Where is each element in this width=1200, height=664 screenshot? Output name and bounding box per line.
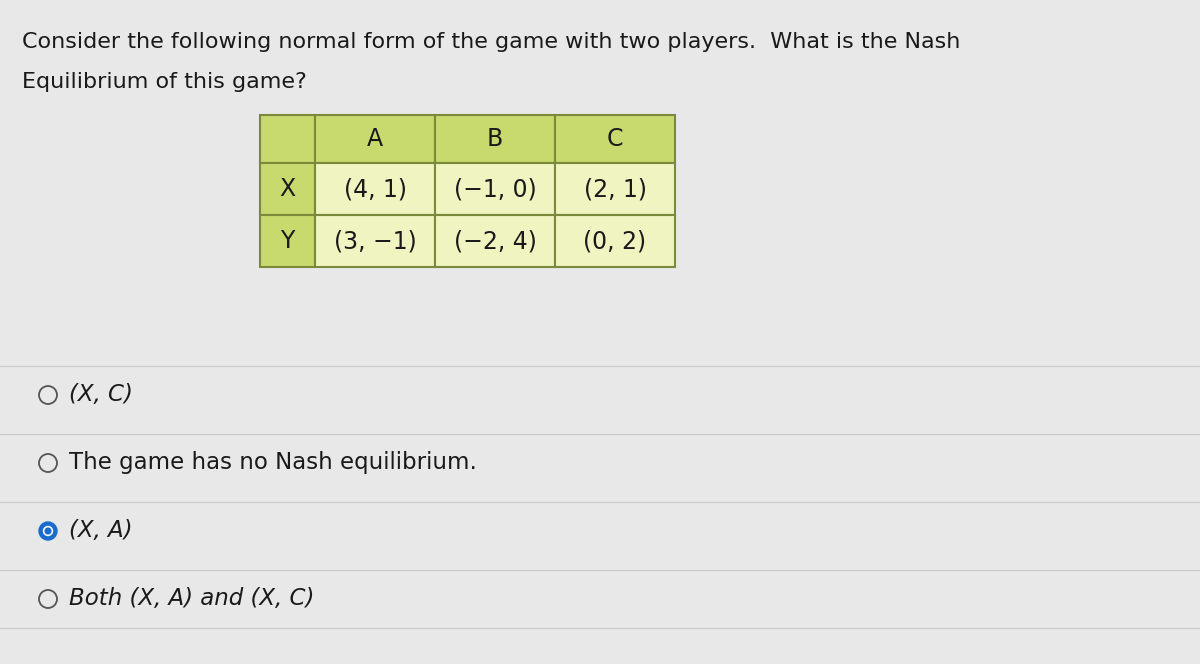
- FancyBboxPatch shape: [554, 163, 674, 215]
- FancyBboxPatch shape: [436, 163, 554, 215]
- Text: X: X: [280, 177, 295, 201]
- Text: (4, 1): (4, 1): [343, 177, 407, 201]
- FancyBboxPatch shape: [436, 215, 554, 267]
- FancyBboxPatch shape: [436, 115, 554, 163]
- Text: Consider the following normal form of the game with two players.  What is the Na: Consider the following normal form of th…: [22, 32, 960, 52]
- Text: (2, 1): (2, 1): [583, 177, 647, 201]
- Text: (3, −1): (3, −1): [334, 229, 416, 253]
- Text: A: A: [367, 127, 383, 151]
- Text: Equilibrium of this game?: Equilibrium of this game?: [22, 72, 307, 92]
- FancyBboxPatch shape: [314, 115, 436, 163]
- Text: (−2, 4): (−2, 4): [454, 229, 536, 253]
- FancyBboxPatch shape: [260, 115, 314, 163]
- Text: The game has no Nash equilibrium.: The game has no Nash equilibrium.: [70, 452, 476, 475]
- Circle shape: [38, 386, 58, 404]
- FancyBboxPatch shape: [314, 215, 436, 267]
- FancyBboxPatch shape: [554, 115, 674, 163]
- Text: Both (X, A) and (X, C): Both (X, A) and (X, C): [70, 588, 314, 610]
- Circle shape: [43, 527, 53, 535]
- FancyBboxPatch shape: [260, 163, 314, 215]
- Circle shape: [38, 454, 58, 472]
- FancyBboxPatch shape: [314, 163, 436, 215]
- FancyBboxPatch shape: [260, 215, 314, 267]
- FancyBboxPatch shape: [554, 215, 674, 267]
- Circle shape: [38, 590, 58, 608]
- Text: C: C: [607, 127, 623, 151]
- Text: (−1, 0): (−1, 0): [454, 177, 536, 201]
- Circle shape: [38, 522, 58, 540]
- Text: Y: Y: [281, 229, 295, 253]
- Text: (X, A): (X, A): [70, 519, 132, 542]
- Text: B: B: [487, 127, 503, 151]
- Text: (X, C): (X, C): [70, 384, 133, 406]
- Circle shape: [46, 528, 50, 534]
- Text: (0, 2): (0, 2): [583, 229, 647, 253]
